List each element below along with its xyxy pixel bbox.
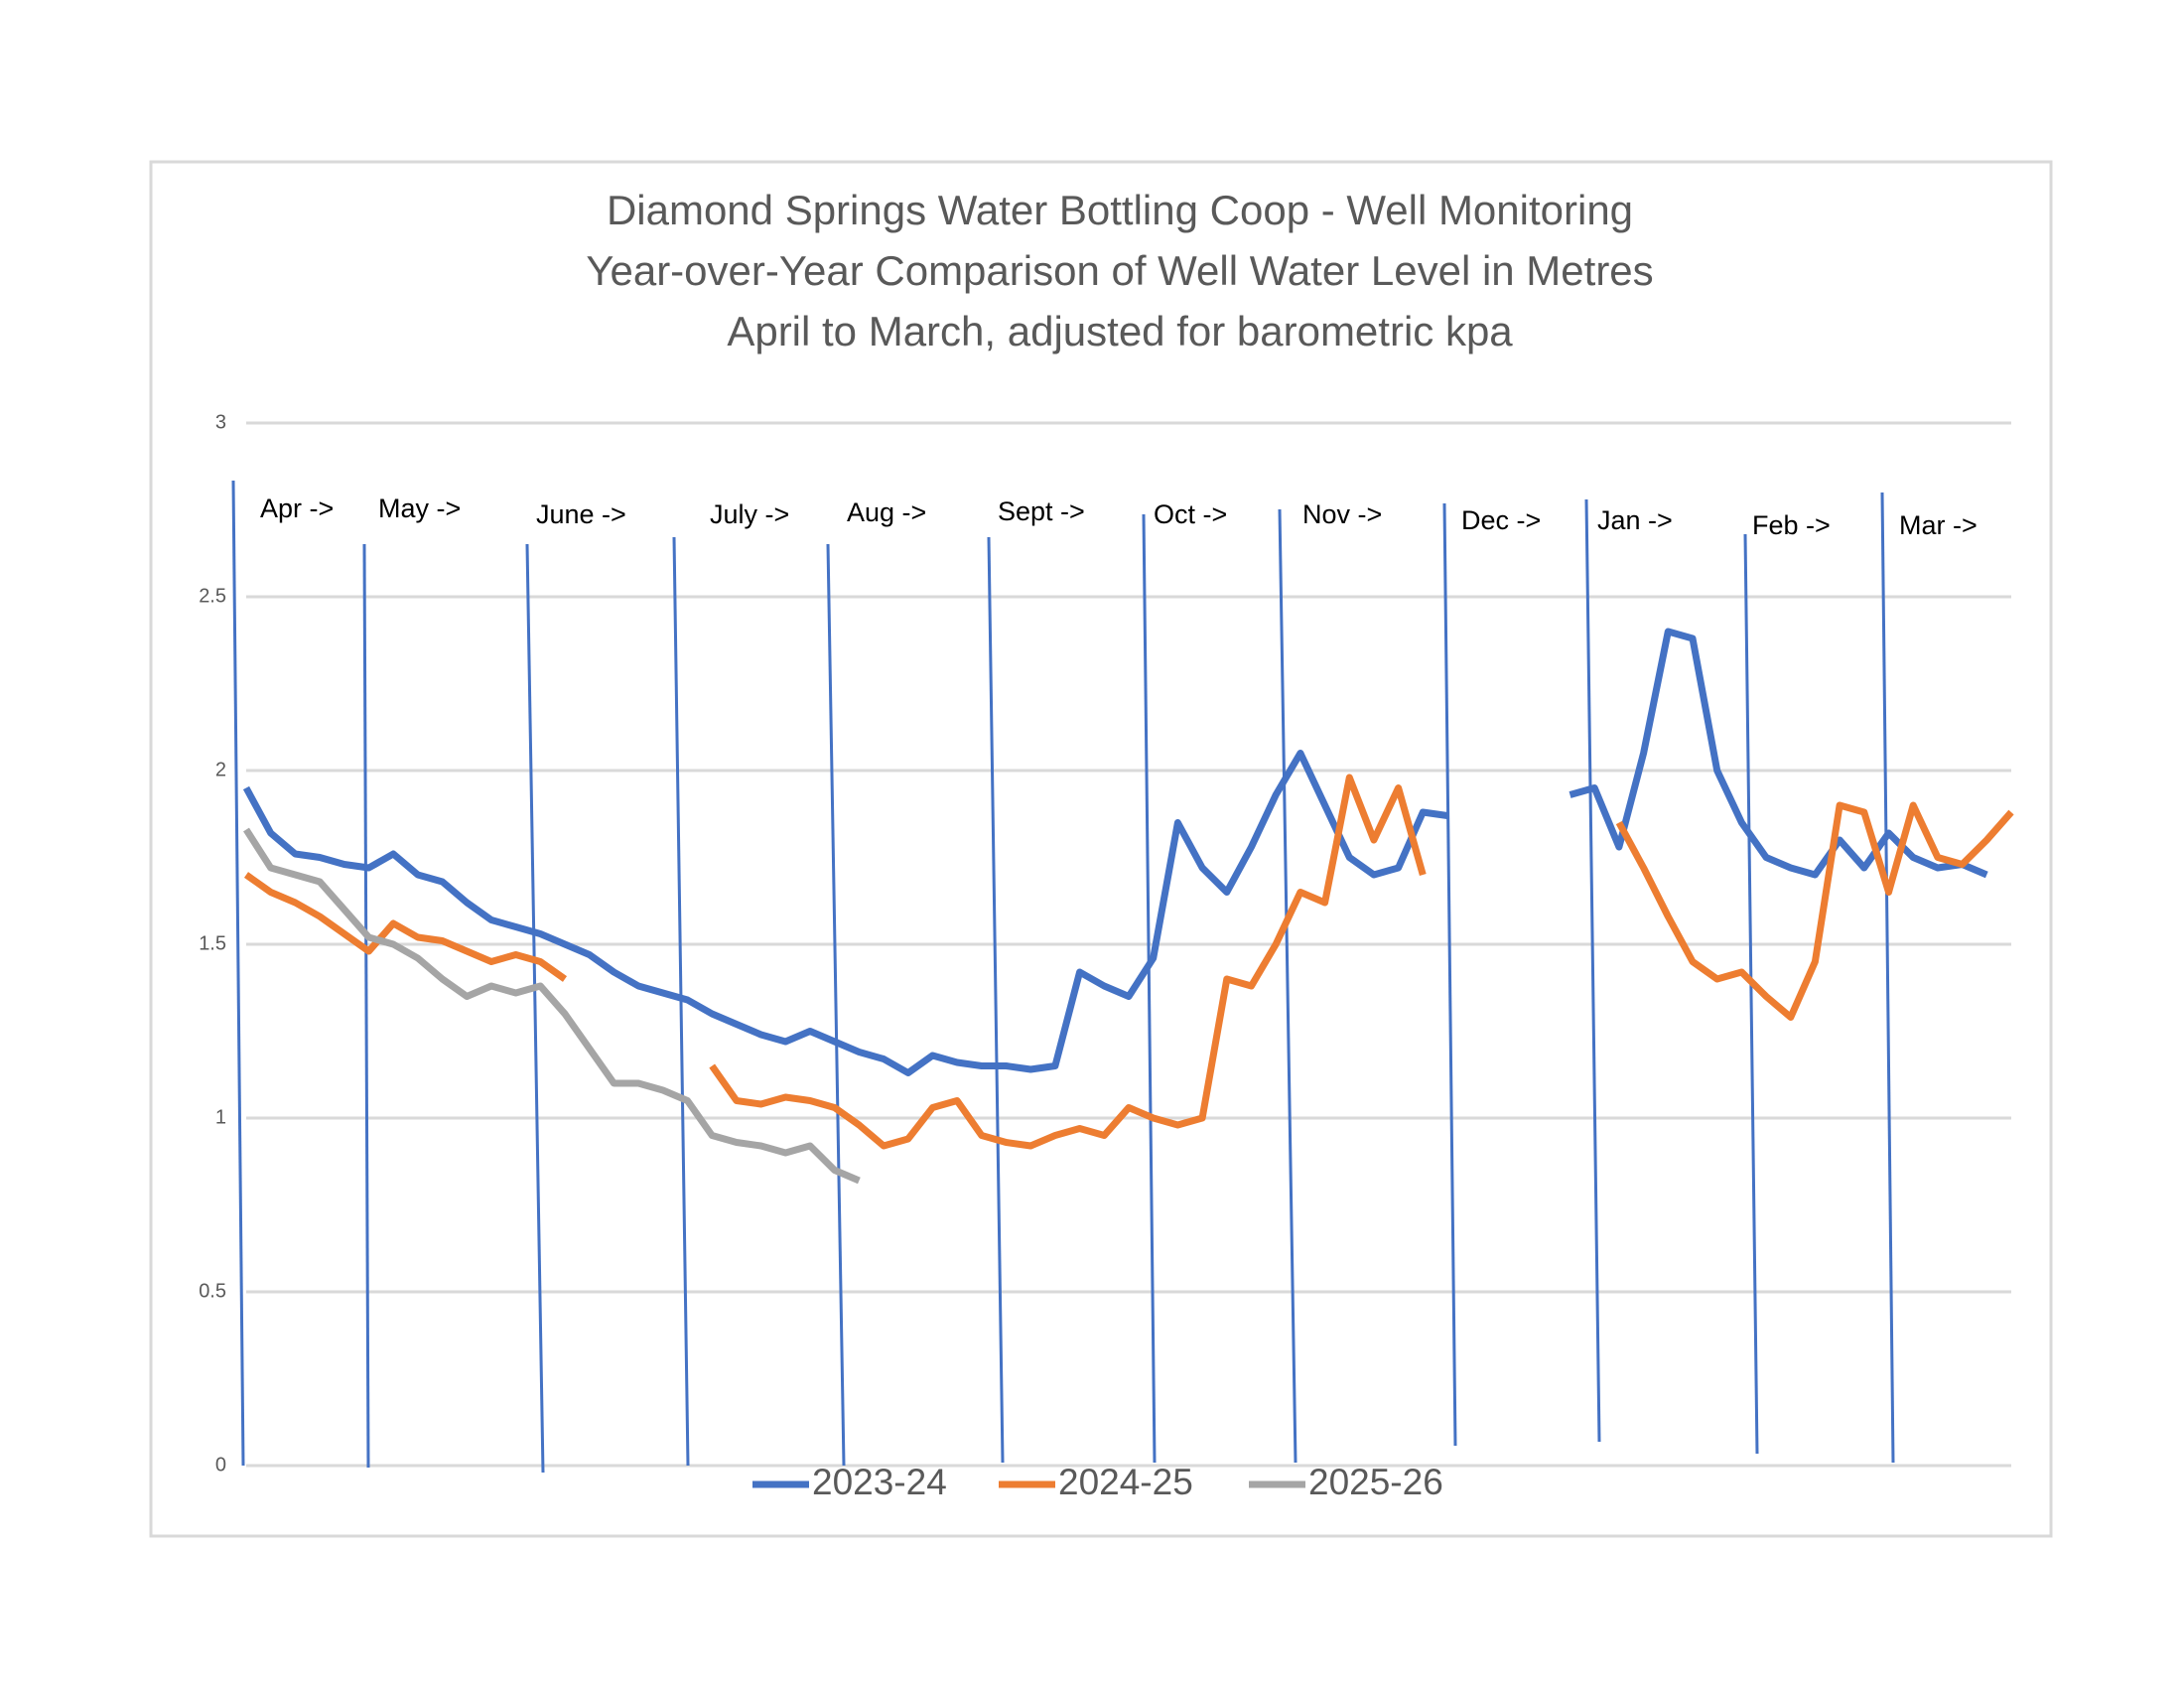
series-line	[242, 628, 1988, 1076]
month-label: July ->	[710, 499, 789, 529]
month-label: Dec ->	[1461, 505, 1541, 535]
series-line	[243, 774, 2014, 1150]
legend-label: 2025-26	[1308, 1462, 1443, 1502]
month-divider	[1743, 533, 1759, 1455]
chart-frame	[149, 160, 2053, 1538]
y-tick-label: 2.5	[199, 585, 226, 607]
month-divider	[525, 543, 545, 1474]
month-label: June ->	[536, 499, 626, 529]
month-label: May ->	[378, 493, 461, 523]
chart-title: Diamond Springs Water Bottling Coop - We…	[607, 187, 1633, 233]
month-label: Apr ->	[260, 493, 334, 523]
month-divider	[826, 543, 846, 1467]
y-tick-label: 2	[215, 759, 226, 780]
month-divider	[362, 543, 370, 1469]
month-label: Feb ->	[1752, 510, 1831, 540]
month-divider	[1142, 513, 1157, 1464]
y-tick-label: 1.5	[199, 932, 226, 954]
month-divider	[1880, 492, 1895, 1464]
month-label: Sept ->	[998, 496, 1085, 526]
legend-label: 2024-25	[1058, 1462, 1193, 1502]
month-divider	[987, 536, 1005, 1464]
chart-subtitle: Year-over-Year Comparison of Well Water …	[586, 247, 1653, 294]
month-divider	[231, 480, 245, 1467]
legend-label: 2023-24	[812, 1462, 947, 1502]
series-line	[243, 827, 861, 1185]
month-label: Aug ->	[847, 497, 926, 527]
month-divider	[1278, 508, 1297, 1464]
month-divider	[1584, 498, 1601, 1443]
y-tick-label: 1	[215, 1106, 226, 1128]
month-label: Mar ->	[1899, 510, 1978, 540]
month-label: Oct ->	[1154, 499, 1227, 529]
y-tick-label: 0	[215, 1454, 226, 1476]
month-label: Jan ->	[1597, 505, 1673, 535]
y-tick-label: 3	[215, 411, 226, 433]
month-divider	[1442, 502, 1457, 1447]
chart-subtitle: April to March, adjusted for barometric …	[727, 308, 1513, 354]
y-tick-label: 0.5	[199, 1280, 226, 1302]
month-label: Nov ->	[1302, 499, 1382, 529]
